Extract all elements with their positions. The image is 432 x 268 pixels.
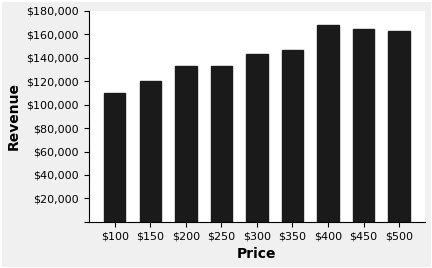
Bar (140, 81, 161, 222)
Bar (318, 25, 339, 222)
Bar (246, 54, 267, 222)
Bar (211, 66, 232, 222)
Bar (282, 50, 303, 222)
Y-axis label: Revenue: Revenue (7, 82, 21, 150)
Bar (104, 93, 125, 222)
Bar (353, 28, 374, 222)
X-axis label: Price: Price (237, 247, 277, 261)
Bar (388, 31, 410, 222)
Bar (175, 66, 197, 222)
